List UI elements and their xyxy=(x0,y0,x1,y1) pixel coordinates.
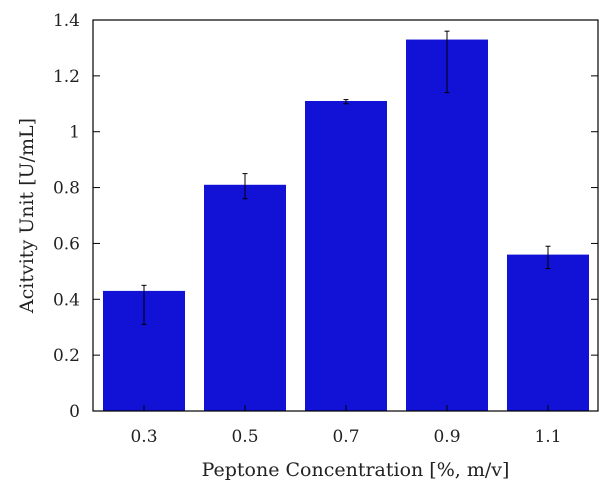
bar-0.5 xyxy=(204,184,286,411)
x-axis-ticks: 0.3 0.5 0.7 0.9 1.1 xyxy=(130,405,562,447)
y-tick-label-1.4: 1.4 xyxy=(53,11,80,31)
x-tick-label-0.7: 0.7 xyxy=(332,427,359,447)
x-tick-label-0.5: 0.5 xyxy=(231,427,258,447)
error-bars-group xyxy=(141,30,551,325)
y-tick-label-0.2: 0.2 xyxy=(53,346,80,366)
y-tick-label-0.4: 0.4 xyxy=(53,290,80,310)
x-tick-label-1.1: 1.1 xyxy=(534,427,561,447)
x-tick-label-0.3: 0.3 xyxy=(130,427,157,447)
y-tick-label-1.2: 1.2 xyxy=(53,67,80,87)
bar-0.9 xyxy=(406,39,488,412)
y-axis-ticks: 0 0.2 0.4 0.6 0.8 1 1.2 1.4 xyxy=(53,11,598,422)
y-tick-label-1: 1 xyxy=(69,123,80,143)
y-axis-label: Acitvity Unit [U/mL] xyxy=(16,118,38,314)
x-axis-label: Peptone Concentration [%, m/v] xyxy=(202,459,510,481)
y-tick-label-0.6: 0.6 xyxy=(53,234,80,254)
bars-group xyxy=(103,39,589,412)
y-tick-label-0: 0 xyxy=(69,402,80,422)
y-tick-label-0.8: 0.8 xyxy=(53,179,80,199)
bar-1.1 xyxy=(507,254,589,411)
bar-0.7 xyxy=(305,100,387,411)
x-tick-label-0.9: 0.9 xyxy=(433,427,460,447)
